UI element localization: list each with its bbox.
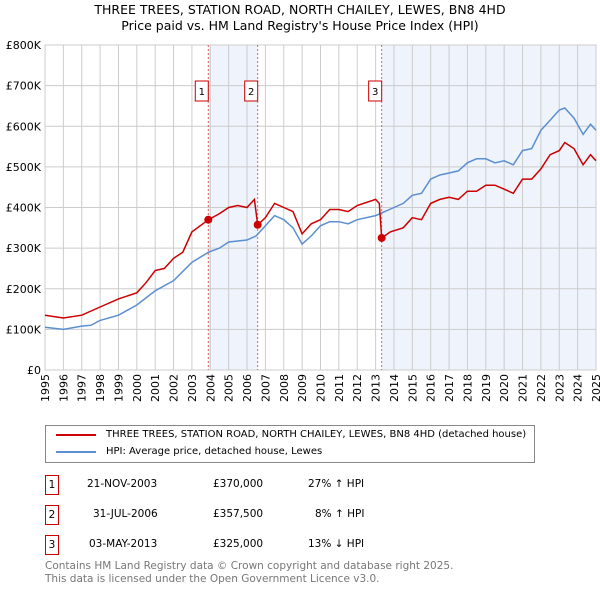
x-tick-label: 1999: [112, 374, 125, 402]
sale-label-box: [244, 80, 259, 102]
x-tick-label: 2013: [370, 374, 383, 402]
sale-label: 1: [199, 87, 205, 98]
x-tick-label: 2016: [425, 374, 438, 402]
y-tick-label: £700K: [6, 80, 42, 93]
x-tick-label: 2017: [443, 374, 456, 402]
series-line: [44, 141, 597, 319]
plot-border: [44, 44, 597, 371]
x-tick-label: 1996: [57, 374, 70, 402]
x-tick-label: 2019: [480, 374, 493, 402]
legend-swatch-property: [56, 433, 96, 436]
footer-copyright: Contains HM Land Registry data © Crown c…: [45, 560, 454, 572]
x-tick-label: 2023: [553, 374, 566, 402]
sale-label-box: [368, 80, 383, 102]
sale-hpi-diff: 8% ↑ HPI: [315, 508, 365, 520]
legend-label-property: THREE TREES, STATION ROAD, NORTH CHAILEY…: [106, 429, 527, 440]
sale-label: 3: [372, 87, 378, 98]
x-tick-label: 2010: [315, 374, 328, 402]
sale-date: 03-MAY-2013: [89, 538, 158, 550]
sale-price: £325,000: [213, 538, 264, 550]
y-tick-label: £600K: [6, 120, 42, 133]
x-tick-label: 2021: [517, 374, 530, 402]
y-tick-label: £500K: [6, 161, 42, 174]
y-tick-label: £400K: [6, 202, 42, 215]
chart-subtitle: Price paid vs. HM Land Registry's House …: [121, 18, 479, 33]
x-tick-label: 2008: [278, 374, 291, 402]
legend: THREE TREES, STATION ROAD, NORTH CHAILEY…: [45, 425, 535, 463]
sale-point: [377, 233, 386, 242]
y-tick-label: £100K: [6, 323, 42, 336]
x-tick-label: 2025: [590, 374, 600, 402]
sale-date: 21-NOV-2003: [87, 478, 158, 490]
x-tick-label: 2012: [351, 374, 364, 402]
sale-hpi-diff: 27% ↑ HPI: [308, 478, 365, 490]
sale-label-box: [194, 80, 209, 102]
sale-date: 31-JUL-2006: [93, 508, 158, 520]
y-tick-label: £800K: [6, 39, 42, 52]
x-tick-label: 2011: [333, 374, 346, 402]
x-tick-label: 1998: [94, 374, 107, 402]
x-tick-label: 2006: [241, 374, 254, 402]
x-tick-label: 2003: [186, 374, 199, 402]
x-tick-label: 2004: [204, 374, 217, 402]
x-tick-label: 2014: [388, 374, 401, 402]
x-tick-label: 2022: [535, 374, 548, 402]
x-tick-label: 2024: [572, 374, 585, 402]
x-tick-label: 2009: [296, 374, 309, 402]
x-tick-label: 1995: [39, 374, 52, 402]
y-tick-label: £200K: [6, 283, 42, 296]
sale-marker-box: 2: [45, 505, 59, 525]
legend-label-hpi: HPI: Average price, detached house, Lewe…: [106, 446, 323, 457]
x-tick-label: 1997: [76, 374, 89, 402]
sale-price: £357,500: [213, 508, 264, 520]
footer-licence: This data is licensed under the Open Gov…: [45, 573, 380, 585]
footer: Contains HM Land Registry data © Crown c…: [45, 560, 453, 586]
plot-area: 1995 1996 1997 1998 1999 2000 2001 2002 2003 2004…: [6, 39, 600, 402]
x-tick-label: 2007: [259, 374, 272, 402]
x-tick-label: 2000: [131, 374, 144, 402]
sale-hpi-diff: 13% ↓ HPI: [308, 538, 365, 550]
sale-marker-box: 1: [45, 475, 59, 495]
x-tick-label: 2018: [461, 374, 474, 402]
sale-price: £370,000: [213, 478, 264, 490]
legend-swatch-hpi: [56, 450, 96, 453]
sale-point: [253, 220, 262, 229]
x-tick-label: 2015: [406, 374, 419, 402]
y-tick-label: £0: [27, 364, 41, 377]
x-tick-label: 2002: [168, 374, 181, 402]
y-tick-label: £300K: [6, 242, 42, 255]
x-tick-label: 2001: [149, 374, 162, 402]
chart-title: THREE TREES, STATION ROAD, NORTH CHAILEY…: [94, 2, 506, 17]
sale-point: [204, 215, 213, 224]
sale-marker-box: 3: [45, 535, 59, 555]
sale-label: 2: [248, 87, 254, 98]
x-tick-label: 2020: [498, 374, 511, 402]
x-tick-label: 2005: [223, 374, 236, 402]
series-line: [44, 107, 597, 331]
